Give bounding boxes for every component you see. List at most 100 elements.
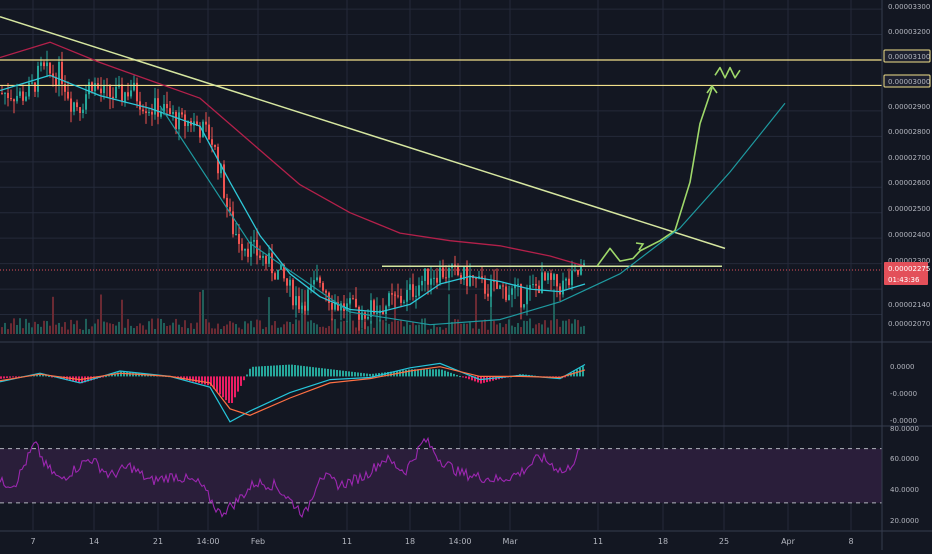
macd-histogram-bar (90, 376, 92, 381)
macd-histogram-bar (447, 371, 449, 377)
macd-histogram-bar (411, 369, 413, 377)
candle-body (172, 111, 174, 114)
volume-bar (577, 320, 579, 334)
volume-bars (1, 288, 585, 334)
candle-body (22, 91, 24, 101)
candle-body (25, 96, 27, 101)
volume-bar (229, 321, 231, 334)
volume-bar (463, 323, 465, 334)
volume-bar (460, 323, 462, 334)
time-axis[interactable]: 7 14 21 14:00 Feb 11 18 14:00 Mar 11 18 25 Apr 8 (30, 537, 853, 546)
volume-bar (352, 320, 354, 334)
volume-bar (496, 324, 498, 334)
candle-body (403, 301, 405, 303)
volume-bar (481, 320, 483, 334)
volume-bar (427, 329, 429, 334)
macd-histogram-bar (432, 369, 434, 377)
candle-body (397, 295, 399, 297)
candle-body (196, 121, 198, 126)
volume-bar (511, 325, 513, 334)
volume-bar (67, 329, 69, 334)
candle-body (133, 82, 135, 91)
volume-bar (544, 320, 546, 334)
macd-histogram-bar (123, 371, 125, 377)
candle-body (85, 94, 87, 110)
volume-bar (16, 324, 18, 334)
volume-bar (541, 324, 543, 334)
x-tick-label: 14:00 (448, 537, 471, 546)
macd-histogram-bar (306, 366, 308, 377)
x-tick-label: 14 (89, 537, 99, 546)
macd-histogram-bar (336, 369, 338, 377)
macd-tick-label: 0.0000 (890, 363, 915, 371)
macd-histogram-bar (426, 369, 428, 377)
candle-body (535, 284, 537, 286)
volume-bar (388, 323, 390, 334)
candle-body (529, 285, 531, 290)
macd-histogram-bar (219, 376, 221, 395)
macd-histogram-bar (303, 366, 305, 377)
macd-histogram-bar (366, 373, 368, 377)
macd-histogram-bar (240, 376, 242, 386)
macd-histogram-bar (357, 372, 359, 377)
volume-bar (430, 328, 432, 334)
volume-bar (88, 329, 90, 334)
candle-body (145, 111, 147, 114)
volume-bar (244, 321, 246, 334)
candle-body (373, 300, 375, 314)
candle-body (544, 272, 546, 281)
volume-bar (121, 299, 123, 334)
volume-bar (379, 319, 381, 334)
macd-histogram-bar (465, 376, 467, 379)
volume-bar (316, 324, 318, 334)
macd-histogram-bar (387, 372, 389, 377)
candle-body (259, 255, 261, 258)
volume-bar (520, 327, 522, 334)
volume-bar (538, 323, 540, 334)
macd-histogram-bar (0, 376, 2, 379)
volume-bar (319, 326, 321, 334)
macd-histogram-bar (264, 366, 266, 377)
volume-bar (118, 321, 120, 334)
candle-body (49, 62, 51, 74)
volume-bar (355, 327, 357, 334)
macd-histogram-bar (42, 374, 44, 377)
volume-bar (211, 328, 213, 334)
macd-histogram-bar (204, 376, 206, 385)
current-price-tag (884, 262, 928, 274)
volume-bar (508, 319, 510, 334)
volume-bar (583, 325, 585, 334)
volume-bar (235, 324, 237, 334)
ma-fast-line (0, 74, 586, 313)
volume-bar (28, 322, 30, 334)
candle-body (28, 82, 30, 97)
macd-histogram-bar (51, 376, 53, 378)
candle-body (169, 108, 171, 114)
y-tick-label: 0.00002140 (888, 301, 930, 309)
volume-bar (238, 327, 240, 334)
macd-histogram-bar (402, 370, 404, 377)
rsi-panel (0, 436, 581, 519)
volume-bar (163, 322, 165, 334)
x-tick-label: 11 (342, 537, 352, 546)
macd-histogram-bar (201, 376, 203, 384)
volume-bar (394, 292, 396, 334)
volume-bar (469, 322, 471, 334)
candle-body (76, 102, 78, 108)
candle-body (70, 98, 72, 112)
price-axis[interactable]: 0.00003300 0.00003200 0.00003100 0.00003000… (883, 3, 931, 525)
candle-body (574, 269, 576, 271)
volume-bar (169, 325, 171, 334)
candle-body (484, 278, 486, 294)
volume-bar (382, 320, 384, 334)
countdown-tag (884, 273, 928, 285)
volume-bar (13, 318, 15, 334)
candle-body (445, 277, 447, 279)
volume-bar (295, 319, 297, 334)
volume-bar (112, 323, 114, 334)
volume-bar (250, 320, 252, 334)
volume-bar (268, 297, 270, 334)
rsi-tick-label: 20.0000 (890, 517, 919, 525)
